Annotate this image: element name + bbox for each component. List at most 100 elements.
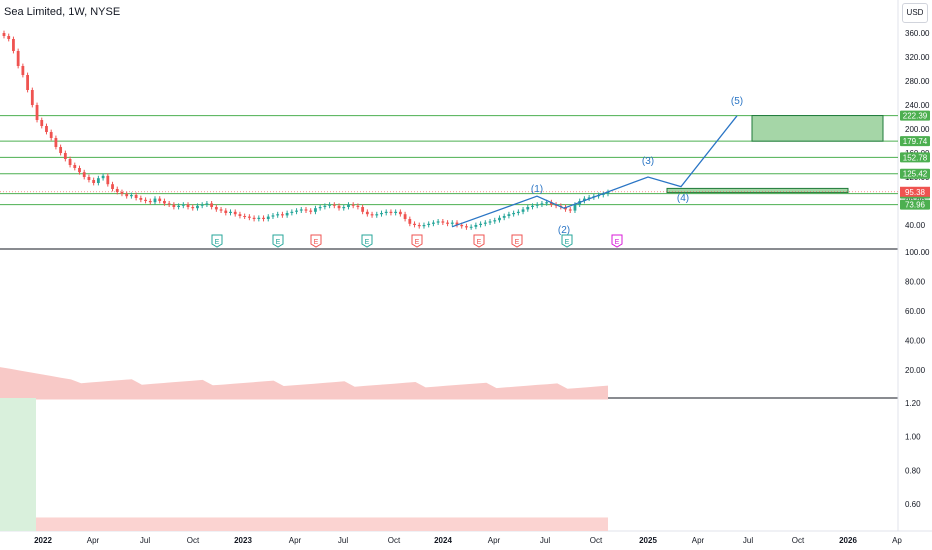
indicator-y-tick-label: 1.20 <box>905 399 921 408</box>
earnings-marker <box>511 234 523 248</box>
wave-label: (4) <box>677 193 689 204</box>
indicator-green-block <box>0 398 36 531</box>
x-tick-label: Apr <box>289 536 302 545</box>
earnings-marker-label: E <box>415 239 420 246</box>
candle-body <box>214 207 218 210</box>
candle-body <box>181 204 185 206</box>
x-tick-label: Apr <box>692 536 705 545</box>
level-price-tag <box>900 199 930 210</box>
earnings-marker <box>561 234 573 248</box>
level-price-tag <box>900 168 930 179</box>
x-tick-label: Ap <box>892 536 902 545</box>
candle-body <box>380 213 383 215</box>
x-tick-label: 2022 <box>34 536 52 545</box>
candle-body <box>196 205 199 209</box>
candle-body <box>493 220 497 222</box>
earnings-marker <box>611 234 623 248</box>
level-price-tag <box>900 110 930 121</box>
candle-body <box>356 205 360 207</box>
earnings-marker-label: E <box>477 239 482 246</box>
earnings-marker-label: E <box>276 239 281 246</box>
wave-label: (3) <box>642 156 654 167</box>
candle-body <box>370 214 374 216</box>
candle-body <box>351 204 355 206</box>
wave-label: (2) <box>558 225 570 236</box>
candle-body <box>54 138 58 147</box>
candle-body <box>540 203 544 205</box>
volume-y-tick-label: 40.00 <box>905 337 926 346</box>
level-price-tag <box>900 136 930 147</box>
x-tick-label: 2025 <box>639 536 657 545</box>
candle-body <box>106 175 110 185</box>
x-tick-label: Jul <box>338 536 348 545</box>
candle-body <box>479 223 482 225</box>
earnings-marker <box>211 234 223 248</box>
x-tick-label: 2023 <box>234 536 252 545</box>
candle-body <box>403 214 407 219</box>
candle-body <box>134 195 138 198</box>
candle-body <box>101 175 105 179</box>
candle-body <box>167 203 171 205</box>
volume-y-tick-label: 20.00 <box>905 366 926 375</box>
candle-body <box>7 36 11 39</box>
candle-body <box>295 210 298 212</box>
candle-body <box>417 225 421 227</box>
candle-body <box>243 216 247 217</box>
earnings-marker <box>473 234 485 248</box>
candle-body <box>276 214 280 216</box>
candle-body <box>455 222 459 225</box>
candle-body <box>224 210 228 213</box>
candle-body <box>299 209 303 211</box>
candle-body <box>545 202 549 204</box>
level-price-label: 152.78 <box>903 153 928 162</box>
x-tick-label: Apr <box>488 536 501 545</box>
candle-body <box>398 211 402 215</box>
candle-body <box>271 215 275 217</box>
candle-body <box>460 225 464 227</box>
candle-body <box>115 189 119 192</box>
candle-body <box>498 217 501 221</box>
candle-body <box>432 222 435 224</box>
x-tick-label: Oct <box>388 536 401 545</box>
candle-body <box>125 193 129 197</box>
candle-body <box>186 204 190 207</box>
candle-body <box>328 204 331 206</box>
candle-body <box>483 222 487 224</box>
candle-body <box>488 221 492 223</box>
candle-body <box>281 214 284 216</box>
earnings-marker-label: E <box>515 239 520 246</box>
candle-body <box>323 205 327 207</box>
candle-body <box>158 198 162 201</box>
candle-body <box>82 172 86 177</box>
earnings-marker-label: E <box>615 239 620 246</box>
level-price-label: 73.96 <box>905 201 926 210</box>
candle-body <box>384 211 388 213</box>
candle-body <box>26 75 29 90</box>
candle-body <box>73 165 77 168</box>
currency-button[interactable]: USD <box>902 3 928 23</box>
y-tick-label: 280.00 <box>905 77 930 86</box>
volume-y-tick-label: 80.00 <box>905 278 926 287</box>
candle-body <box>2 33 6 36</box>
y-tick-label: 200.00 <box>905 125 930 134</box>
candle-body <box>63 153 67 159</box>
wave-label: (1) <box>531 184 543 195</box>
candle-body <box>516 211 520 213</box>
support-zone-box <box>666 187 849 194</box>
candle-body <box>549 202 553 205</box>
earnings-marker-label: E <box>215 239 220 246</box>
y-tick-label: 40.00 <box>905 221 926 230</box>
candle-body <box>568 209 572 211</box>
candle-body <box>87 177 91 180</box>
candle-body <box>446 222 449 224</box>
candle-body <box>148 201 152 203</box>
candle-body <box>436 221 440 223</box>
candle-body <box>191 207 195 209</box>
candle-body <box>210 203 214 207</box>
candle-body <box>290 211 294 213</box>
candle-body <box>507 214 511 216</box>
candle-body <box>252 217 256 219</box>
candle-body <box>144 199 147 201</box>
candle-body <box>219 209 223 211</box>
